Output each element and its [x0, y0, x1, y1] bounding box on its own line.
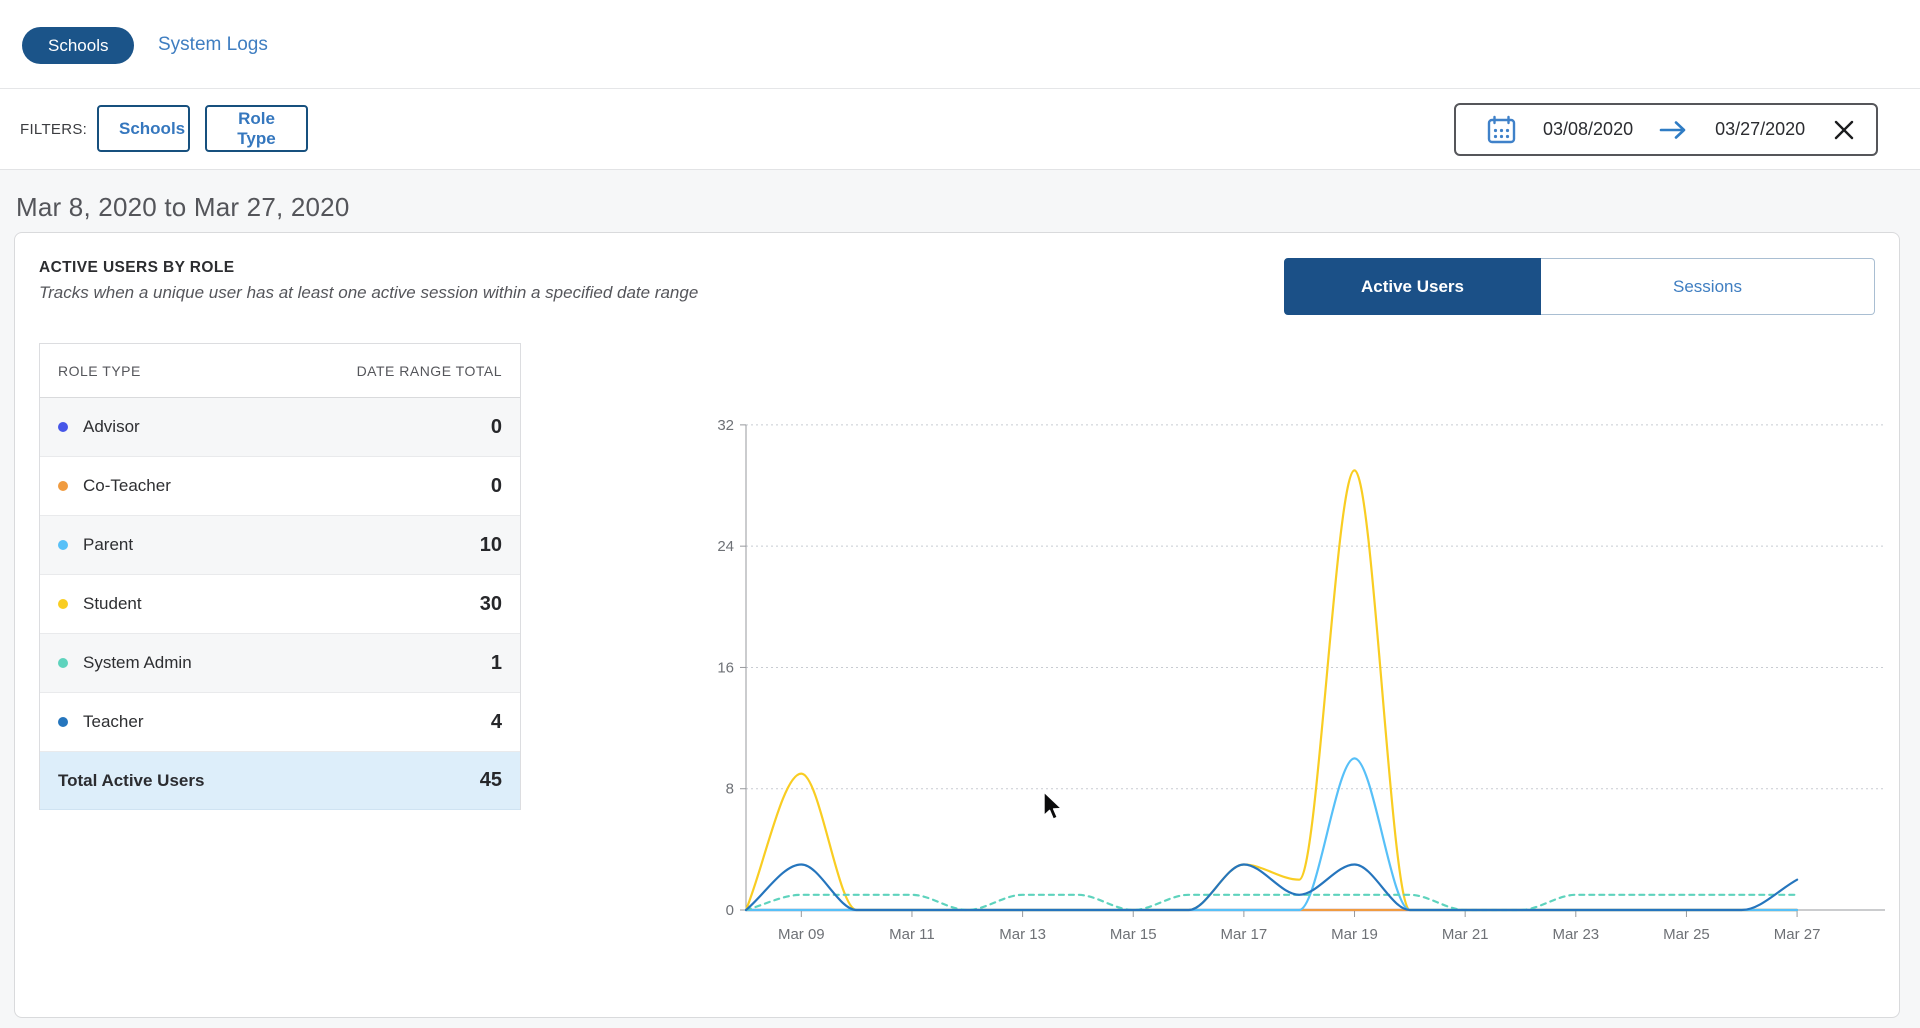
x-tick-label: Mar 23	[1552, 926, 1599, 943]
arrow-right-icon	[1659, 119, 1689, 141]
role-label: Student	[83, 594, 142, 613]
column-role-type: ROLE TYPE	[58, 362, 141, 379]
role-total-value: 4	[490, 710, 502, 733]
role-color-dot	[58, 658, 68, 668]
x-tick-label: Mar 19	[1331, 926, 1378, 943]
filter-button-role-type[interactable]: Role Type	[205, 105, 308, 152]
series-line-parent	[744, 757, 1799, 912]
y-tick-label: 24	[717, 538, 734, 555]
table-row: Teacher 4	[40, 693, 520, 752]
x-tick-label: Mar 11	[889, 926, 935, 943]
table-row: Student 30	[40, 575, 520, 634]
series-line-student	[744, 469, 1799, 912]
role-total-value: 0	[490, 474, 502, 497]
x-tick-label: Mar 27	[1774, 926, 1821, 943]
role-label: Advisor	[83, 417, 140, 436]
nav-tab-schools[interactable]: Schools	[22, 27, 135, 64]
table-row: Advisor 0	[40, 398, 520, 457]
role-color-dot	[58, 717, 68, 727]
toggle-sessions[interactable]: Sessions	[1541, 258, 1875, 315]
role-total-value: 10	[479, 533, 502, 556]
role-color-dot	[58, 481, 68, 491]
total-label: Total Active Users	[58, 770, 205, 790]
x-tick-label: Mar 21	[1442, 926, 1489, 943]
page-title: Mar 8, 2020 to Mar 27, 2020	[16, 192, 350, 222]
role-total-value: 1	[490, 651, 502, 674]
total-value: 45	[479, 769, 502, 791]
role-label: Co-Teacher	[83, 476, 171, 495]
total-active-users-row: Total Active Users 45	[40, 752, 520, 810]
x-tick-label: Mar 25	[1663, 926, 1710, 943]
y-tick-label: 8	[726, 781, 734, 798]
date-range-start: 03/08/2020	[1543, 119, 1634, 139]
active-users-card: ACTIVE USERS BY ROLE Tracks when a uniqu…	[14, 232, 1900, 1018]
toggle-active-users[interactable]: Active Users	[1284, 258, 1541, 315]
role-label: Teacher	[83, 712, 144, 731]
mouse-cursor	[1040, 790, 1064, 827]
role-table: ROLE TYPE DATE RANGE TOTAL Advisor 0 Co-Te…	[39, 343, 521, 810]
role-total-value: 0	[490, 415, 502, 438]
x-tick-label: Mar 15	[1110, 926, 1157, 943]
series-line-teacher	[744, 863, 1799, 912]
top-nav-bar: Schools System Logs	[0, 0, 1920, 89]
date-range-picker[interactable]: 03/08/2020 03/27/2020	[1454, 103, 1878, 156]
y-tick-label: 0	[726, 902, 734, 919]
calendar-icon	[1486, 114, 1517, 146]
table-row: System Admin 1	[40, 634, 520, 693]
table-row: Parent 10	[40, 516, 520, 575]
filter-button-schools[interactable]: Schools	[97, 105, 190, 152]
role-label: Parent	[83, 535, 134, 554]
table-row: Co-Teacher 0	[40, 457, 520, 516]
role-table-rows: Advisor 0 Co-Teacher 0 Parent 10 Student 30 Syst…	[40, 398, 520, 752]
x-tick-label: Mar 09	[778, 926, 825, 943]
card-title: ACTIVE USERS BY ROLE	[39, 259, 235, 276]
role-color-dot	[58, 540, 68, 550]
x-tick-label: Mar 13	[999, 926, 1046, 943]
role-label: System Admin	[83, 653, 192, 672]
y-tick-label: 16	[717, 659, 734, 676]
column-date-range-total: DATE RANGE TOTAL	[356, 362, 502, 379]
date-range-end: 03/27/2020	[1715, 119, 1806, 139]
close-icon[interactable]	[1832, 118, 1856, 142]
role-color-dot	[58, 422, 68, 432]
role-table-header: ROLE TYPE DATE RANGE TOTAL	[40, 344, 520, 398]
view-toggle: Active Users Sessions	[1284, 258, 1875, 315]
role-total-value: 30	[479, 592, 502, 615]
card-subtitle: Tracks when a unique user has at least o…	[39, 283, 699, 302]
active-users-line-chart: 0 8 16 24 32 Mar 09 Mar 11 Mar 13 Mar 15 Mar 17 Ma…	[717, 417, 1885, 943]
x-tick-label: Mar 17	[1221, 926, 1268, 943]
y-tick-label: 32	[717, 417, 734, 434]
nav-tab-system-logs[interactable]: System Logs	[158, 34, 268, 55]
series-line-system-admin	[744, 893, 1799, 912]
filter-bar: FILTERS: Schools Role Type 03/08/2020	[0, 89, 1920, 170]
role-color-dot	[58, 599, 68, 609]
filters-label: FILTERS:	[20, 121, 88, 138]
